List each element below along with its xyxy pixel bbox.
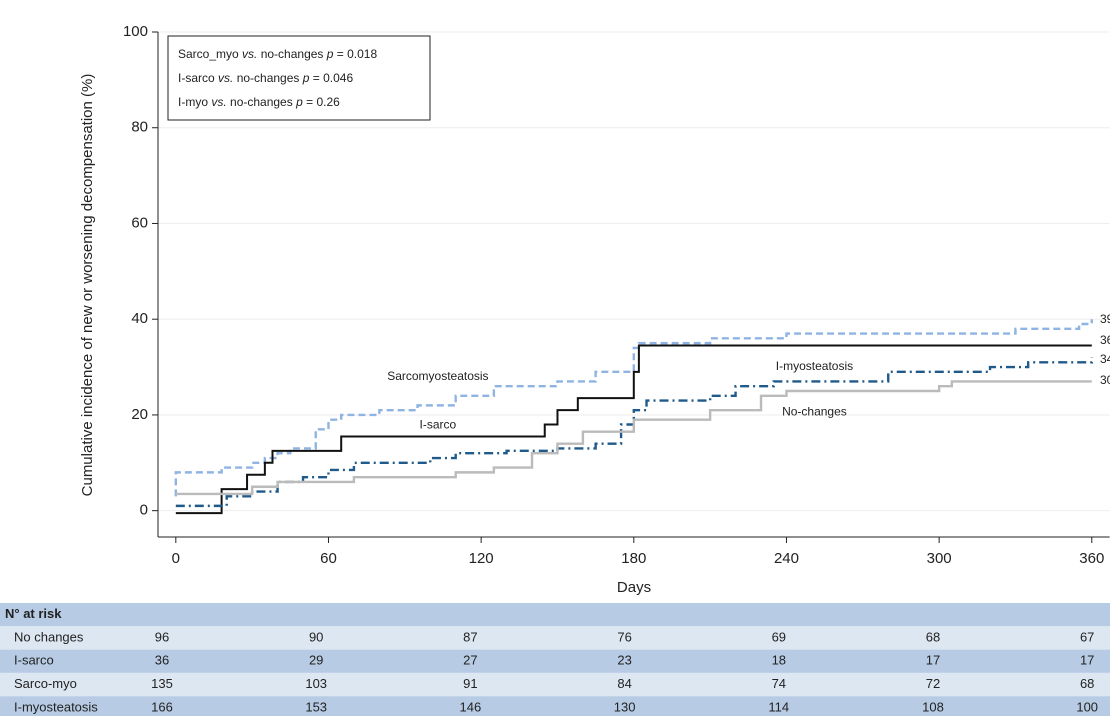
- end-label: 39: [1100, 312, 1110, 326]
- row-name: Sarco-myo: [14, 676, 77, 691]
- risk-count: 36: [155, 653, 169, 668]
- risk-count: 108: [922, 699, 944, 714]
- y-tick-label: 100: [123, 23, 148, 40]
- end-label: 36: [1100, 333, 1110, 347]
- risk-count: 103: [305, 676, 327, 691]
- risk-count: 96: [155, 629, 169, 644]
- annotation-part: no-changes: [257, 47, 326, 61]
- risk-count: 69: [772, 629, 786, 644]
- x-tick-label: 60: [320, 550, 337, 567]
- annotation: I-myo vs. no-changes p = 0.26: [178, 95, 340, 109]
- annotation-part: Sarco_myo: [178, 47, 242, 61]
- risk-count: 130: [614, 699, 636, 714]
- risk-count: 29: [309, 653, 323, 668]
- annotation-box: [167, 35, 431, 121]
- x-axis-label: Days: [617, 579, 651, 596]
- annotation-part: vs.: [218, 71, 233, 85]
- annotation-part: vs.: [242, 47, 257, 61]
- annotation-part: p: [326, 47, 334, 61]
- risk-count: 153: [305, 699, 327, 714]
- annotation: Sarco_myo vs. no-changes p = 0.018: [178, 47, 377, 61]
- risk-count: 166: [151, 699, 173, 714]
- risk-count: 67: [1080, 629, 1094, 644]
- risk-count: 84: [617, 676, 631, 691]
- series-label: Sarcomyosteatosis: [387, 369, 488, 383]
- risk-count: 68: [1080, 676, 1094, 691]
- annotation-part: = 0.26: [303, 95, 340, 109]
- annotation-part: = 0.018: [333, 47, 377, 61]
- annotation-part: I-myo: [178, 95, 211, 109]
- series-label: I-sarco: [420, 418, 457, 432]
- table-row-bg: [0, 672, 1110, 697]
- risk-count: 114: [768, 699, 789, 714]
- risk-count: 27: [463, 653, 477, 668]
- series-label: I-myosteatosis: [776, 359, 853, 373]
- annotation-part: p: [295, 95, 303, 109]
- y-axis-label: Cumulative incidence of new or worsening…: [79, 74, 96, 497]
- table-row-bg: [0, 626, 1110, 650]
- risk-count: 18: [772, 653, 786, 668]
- x-tick-label: 360: [1079, 550, 1104, 567]
- step-line: [175, 380, 1092, 496]
- risk-count: 87: [463, 629, 477, 644]
- risk-count: 72: [926, 676, 940, 691]
- x-tick-label: 300: [927, 550, 952, 567]
- annotation-part: = 0.046: [309, 71, 353, 85]
- x-tick-label: 180: [621, 550, 646, 567]
- annotation-part: no-changes: [227, 95, 296, 109]
- annotation-part: p: [302, 71, 310, 85]
- risk-count: 74: [772, 676, 786, 691]
- row-name: I-sarco: [14, 653, 54, 668]
- step-line: [174, 319, 1093, 497]
- risk-count: 23: [617, 653, 631, 668]
- x-tick-label: 0: [172, 550, 180, 567]
- y-tick-label: 80: [131, 119, 148, 136]
- row-name: I-myosteatosis: [14, 699, 98, 714]
- annotation: I-sarco vs. no-changes p = 0.046: [178, 71, 353, 85]
- risk-count: 68: [926, 629, 940, 644]
- table-row-bg: [0, 649, 1110, 673]
- risk-count: 100: [1076, 699, 1098, 714]
- annotation-part: no-changes: [233, 71, 302, 85]
- end-label: 30: [1100, 373, 1110, 387]
- risk-count: 146: [460, 699, 482, 714]
- risk-count: 76: [617, 629, 631, 644]
- risk-count: 17: [926, 653, 940, 668]
- x-tick-label: 120: [469, 550, 494, 567]
- table-header-bg: [0, 603, 1110, 627]
- risk-count: 135: [151, 676, 173, 691]
- step-line: [175, 357, 1093, 508]
- step-line: [175, 344, 1092, 515]
- table-title: N° at risk: [5, 606, 62, 621]
- annotation-part: vs.: [211, 95, 226, 109]
- y-tick-label: 0: [140, 502, 148, 519]
- table-row-bg: [0, 696, 1110, 716]
- risk-count: 91: [463, 676, 477, 691]
- risk-count: 17: [1080, 653, 1094, 668]
- y-tick-label: 20: [131, 406, 148, 423]
- y-tick-label: 60: [131, 214, 148, 231]
- risk-count: 90: [309, 629, 323, 644]
- x-tick-label: 240: [774, 550, 799, 567]
- annotation-part: I-sarco: [178, 71, 218, 85]
- row-name: No changes: [14, 629, 84, 644]
- end-label: 34: [1100, 352, 1110, 366]
- series-label: No-changes: [782, 405, 847, 419]
- y-tick-label: 40: [131, 310, 148, 327]
